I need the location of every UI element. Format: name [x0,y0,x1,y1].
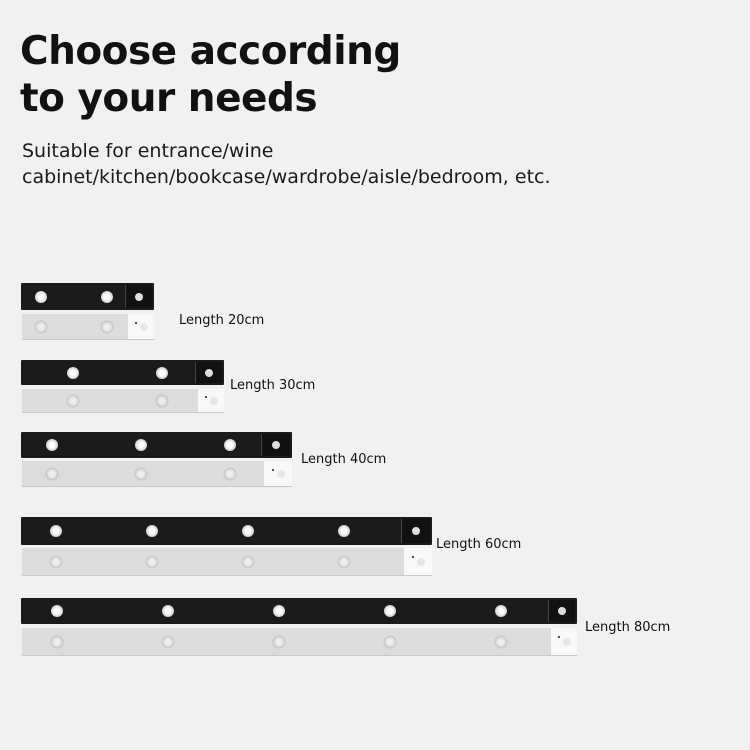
led-icon [45,467,59,480]
led-icon [156,366,168,379]
motion-sensor-icon [205,368,213,377]
light-bar-silver [22,548,432,576]
light-bar-black [21,598,577,624]
sensor-cap [404,548,432,575]
length-label: Length 80cm [585,620,671,635]
light-bar-black [21,360,224,385]
led-icon [145,555,159,568]
led-icon [100,320,114,333]
sensor-cap [261,434,290,456]
led-icon [101,290,113,303]
indicator-dot [411,556,414,559]
sensor-cap [195,362,222,383]
length-label: Length 60cm [436,537,522,552]
length-label: Length 20cm [179,313,265,328]
led-icon [383,635,397,648]
indicator-dot [271,468,274,471]
led-icon [35,290,47,303]
led-icon [67,366,79,379]
light-bar-black [21,517,432,545]
light-bar-black [21,283,154,310]
motion-sensor-icon [416,557,425,566]
light-bar-black [21,432,292,458]
led-icon [338,525,350,537]
indicator-dot [205,395,208,398]
light-bar-silver [22,389,224,413]
page-title: Choose according to your needs [20,28,401,122]
subtitle-line-1: Suitable for entrance/wine [22,140,274,162]
motion-sensor-icon [272,441,280,449]
sensor-cap [125,285,152,308]
sensor-cap [401,519,430,543]
led-icon [384,605,396,617]
length-label: Length 40cm [301,452,387,467]
light-bar-silver [22,628,577,656]
led-icon [272,635,286,648]
subtitle-line-2: cabinet/kitchen/bookcase/wardrobe/aisle/… [22,166,551,188]
led-icon [46,439,58,451]
light-bar-silver [22,314,154,340]
motion-sensor-icon [412,527,420,535]
sensor-cap [551,628,577,655]
led-icon [51,605,63,617]
title-line-1: Choose according [20,29,401,74]
led-icon [50,525,62,537]
subtitle: Suitable for entrance/wine cabinet/kitch… [22,138,551,190]
indicator-dot [135,321,138,324]
sensor-cap [128,314,154,339]
led-icon [161,635,175,648]
led-icon [155,394,169,407]
led-icon [242,525,254,537]
sensor-cap [264,461,292,486]
led-icon [50,635,64,648]
length-label: Length 30cm [230,378,316,393]
motion-sensor-icon [139,322,148,331]
led-icon [223,467,237,480]
led-icon [494,635,508,648]
motion-sensor-icon [135,292,143,301]
led-icon [146,525,158,537]
motion-sensor-icon [276,469,285,478]
sensor-cap [198,389,224,412]
title-line-2: to your needs [20,76,318,121]
sensor-cap [548,600,575,622]
motion-sensor-icon [562,637,571,646]
led-icon [134,467,148,480]
light-bar-silver [22,461,292,487]
led-icon [495,605,507,617]
led-icon [135,439,147,451]
led-icon [49,555,63,568]
motion-sensor-icon [558,607,566,615]
indicator-dot [558,636,561,639]
led-icon [337,555,351,568]
led-icon [34,320,48,333]
motion-sensor-icon [209,396,218,405]
led-icon [162,605,174,617]
led-icon [273,605,285,617]
led-icon [224,439,236,451]
led-icon [241,555,255,568]
led-icon [66,394,80,407]
